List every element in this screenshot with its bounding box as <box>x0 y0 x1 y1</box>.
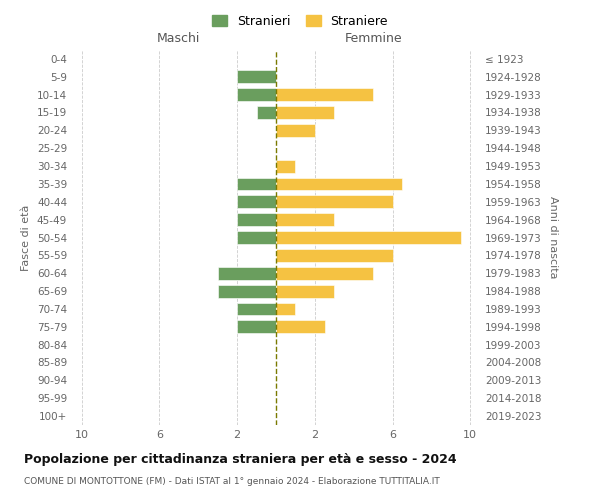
Bar <box>276 231 461 244</box>
Bar <box>276 124 315 137</box>
Bar <box>276 88 373 101</box>
Text: COMUNE DI MONTOTTONE (FM) - Dati ISTAT al 1° gennaio 2024 - Elaborazione TUTTITA: COMUNE DI MONTOTTONE (FM) - Dati ISTAT a… <box>24 478 440 486</box>
Y-axis label: Fasce di età: Fasce di età <box>22 204 31 270</box>
Text: Popolazione per cittadinanza straniera per età e sesso - 2024: Popolazione per cittadinanza straniera p… <box>24 452 457 466</box>
Text: Maschi: Maschi <box>157 32 200 44</box>
Bar <box>276 302 295 316</box>
Bar <box>237 302 276 316</box>
Bar <box>237 320 276 333</box>
Bar <box>276 284 334 298</box>
Bar <box>276 178 402 190</box>
Bar <box>237 196 276 208</box>
Bar <box>237 231 276 244</box>
Bar <box>276 267 373 280</box>
Bar <box>276 213 334 226</box>
Bar <box>237 178 276 190</box>
Bar <box>237 88 276 101</box>
Bar <box>237 70 276 83</box>
Bar <box>218 267 276 280</box>
Bar <box>237 213 276 226</box>
Bar <box>276 249 392 262</box>
Bar <box>276 196 392 208</box>
Bar <box>218 284 276 298</box>
Text: Femmine: Femmine <box>344 32 402 44</box>
Bar <box>276 160 295 172</box>
Y-axis label: Anni di nascita: Anni di nascita <box>548 196 558 279</box>
Bar <box>276 320 325 333</box>
Bar <box>276 106 334 119</box>
Legend: Stranieri, Straniere: Stranieri, Straniere <box>208 11 392 32</box>
Bar <box>257 106 276 119</box>
